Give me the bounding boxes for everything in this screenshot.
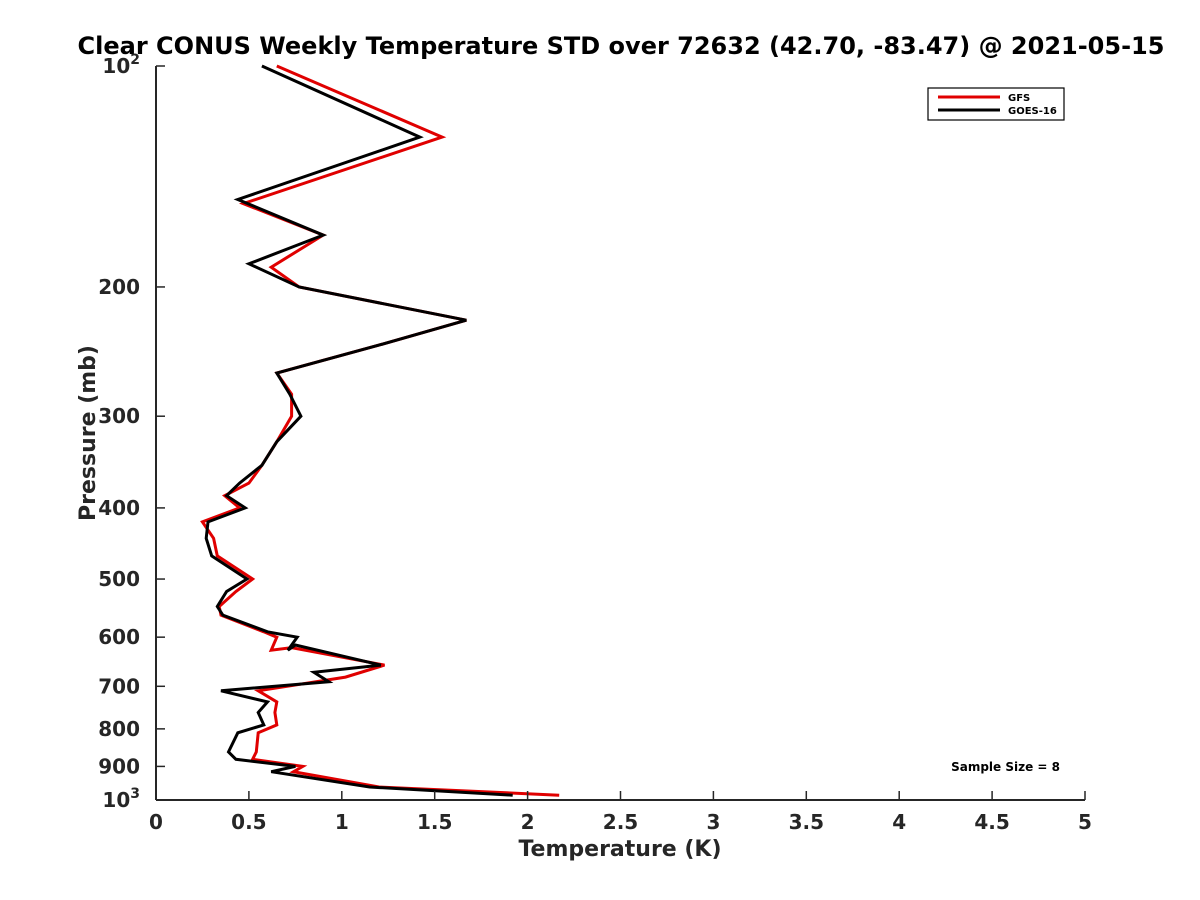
x-tick-label: 3 xyxy=(706,810,720,834)
x-tick-label: 5 xyxy=(1078,810,1092,834)
y-tick-label: 900 xyxy=(98,754,140,778)
y-tick-label: 102 xyxy=(102,52,140,78)
legend-label-goes-16: GOES-16 xyxy=(1008,106,1057,117)
x-axis-label: Temperature (K) xyxy=(518,837,721,862)
x-axis-ticks: 0 0.5 1 1.5 2 2.5 3 3.5 4 4.5 5 xyxy=(149,791,1092,834)
legend-label-gfs: GFS xyxy=(1008,93,1030,104)
chart-title: Clear CONUS Weekly Temperature STD over … xyxy=(78,32,1165,60)
y-tick-label: 300 xyxy=(98,404,140,428)
y-tick-label: 600 xyxy=(98,625,140,649)
x-tick-label: 0 xyxy=(149,810,163,834)
x-tick-label: 1 xyxy=(335,810,349,834)
y-axis-ticks: 102 200 300 400 500 600 700 800 900 103 xyxy=(98,52,165,812)
x-tick-label: 2.5 xyxy=(603,810,638,834)
legend-box xyxy=(927,87,1065,121)
y-tick-exponent: 3 xyxy=(130,786,140,802)
y-tick-label: 500 xyxy=(98,567,140,591)
x-tick-label: 1.5 xyxy=(417,810,452,834)
x-tick-label: 3.5 xyxy=(789,810,824,834)
y-tick-label: 700 xyxy=(98,674,140,698)
sample-size-annotation: Sample Size = 8 xyxy=(951,760,1060,774)
y-tick-label: 200 xyxy=(98,275,140,299)
x-tick-label: 4.5 xyxy=(974,810,1009,834)
legend: GFS GOES-16 xyxy=(927,87,1065,121)
x-tick-label: 0.5 xyxy=(231,810,266,834)
x-tick-label: 4 xyxy=(892,810,906,834)
x-tick-label: 2 xyxy=(521,810,535,834)
y-tick-label: 800 xyxy=(98,717,140,741)
series-line-goes-16 xyxy=(204,64,513,797)
y-axis-label: Pressure (mb) xyxy=(76,345,101,521)
y-tick-label: 400 xyxy=(98,496,140,520)
y-tick-exponent: 2 xyxy=(130,52,140,68)
y-tick-label: 103 xyxy=(102,786,140,812)
